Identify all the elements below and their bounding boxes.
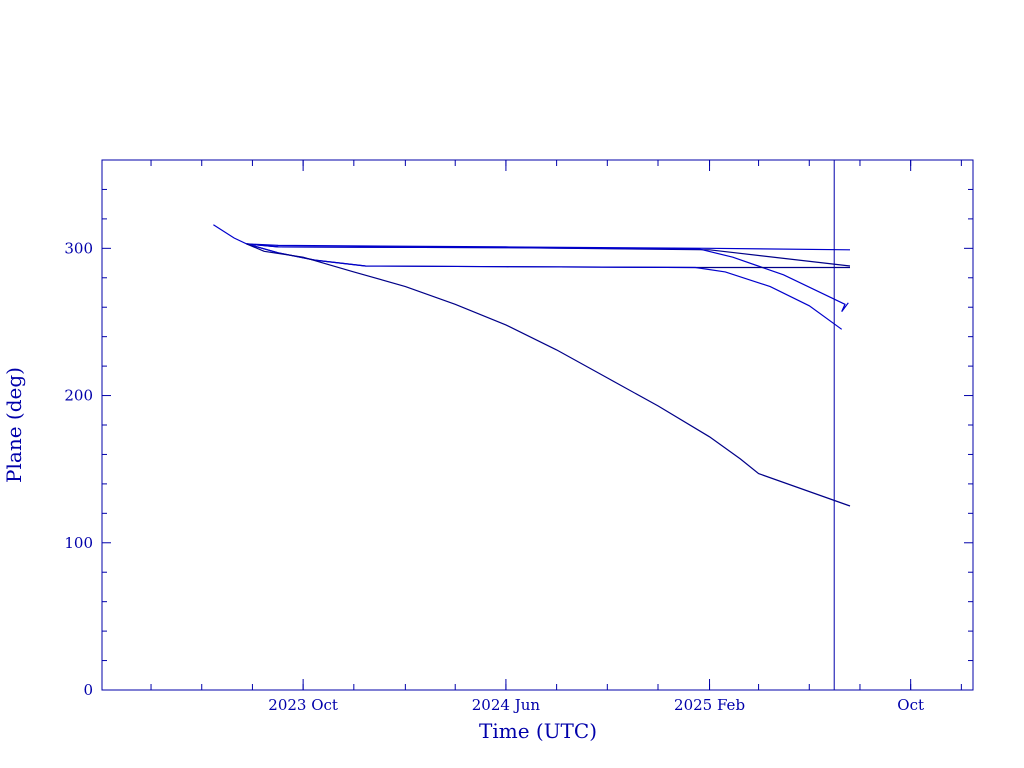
series-layer	[213, 224, 851, 507]
x-tick-label: 2025 Feb	[674, 696, 745, 714]
x-tick-label: 2023 Oct	[268, 696, 338, 714]
x-tick-label: Oct	[897, 696, 924, 714]
y-tick-label: 0	[83, 681, 93, 699]
x-axis-label: Time (UTC)	[479, 719, 597, 743]
y-tick-label: 100	[64, 534, 93, 552]
series-line-1	[213, 224, 851, 251]
y-tick-label: 300	[64, 239, 93, 257]
y-axis-label: Plane (deg)	[2, 367, 26, 483]
y-tick-label: 200	[64, 387, 93, 405]
series-line-5	[246, 243, 843, 330]
x-tick-label: 2024 Jun	[472, 696, 541, 714]
series-line-6	[246, 243, 851, 507]
series-line-3	[246, 243, 849, 312]
plot-frame	[101, 159, 974, 691]
ticks-layer	[102, 159, 973, 691]
tick-labels-layer: 0 100 200 300 2023 Oct 2024 Jun 2025 Feb Oct	[64, 239, 924, 714]
